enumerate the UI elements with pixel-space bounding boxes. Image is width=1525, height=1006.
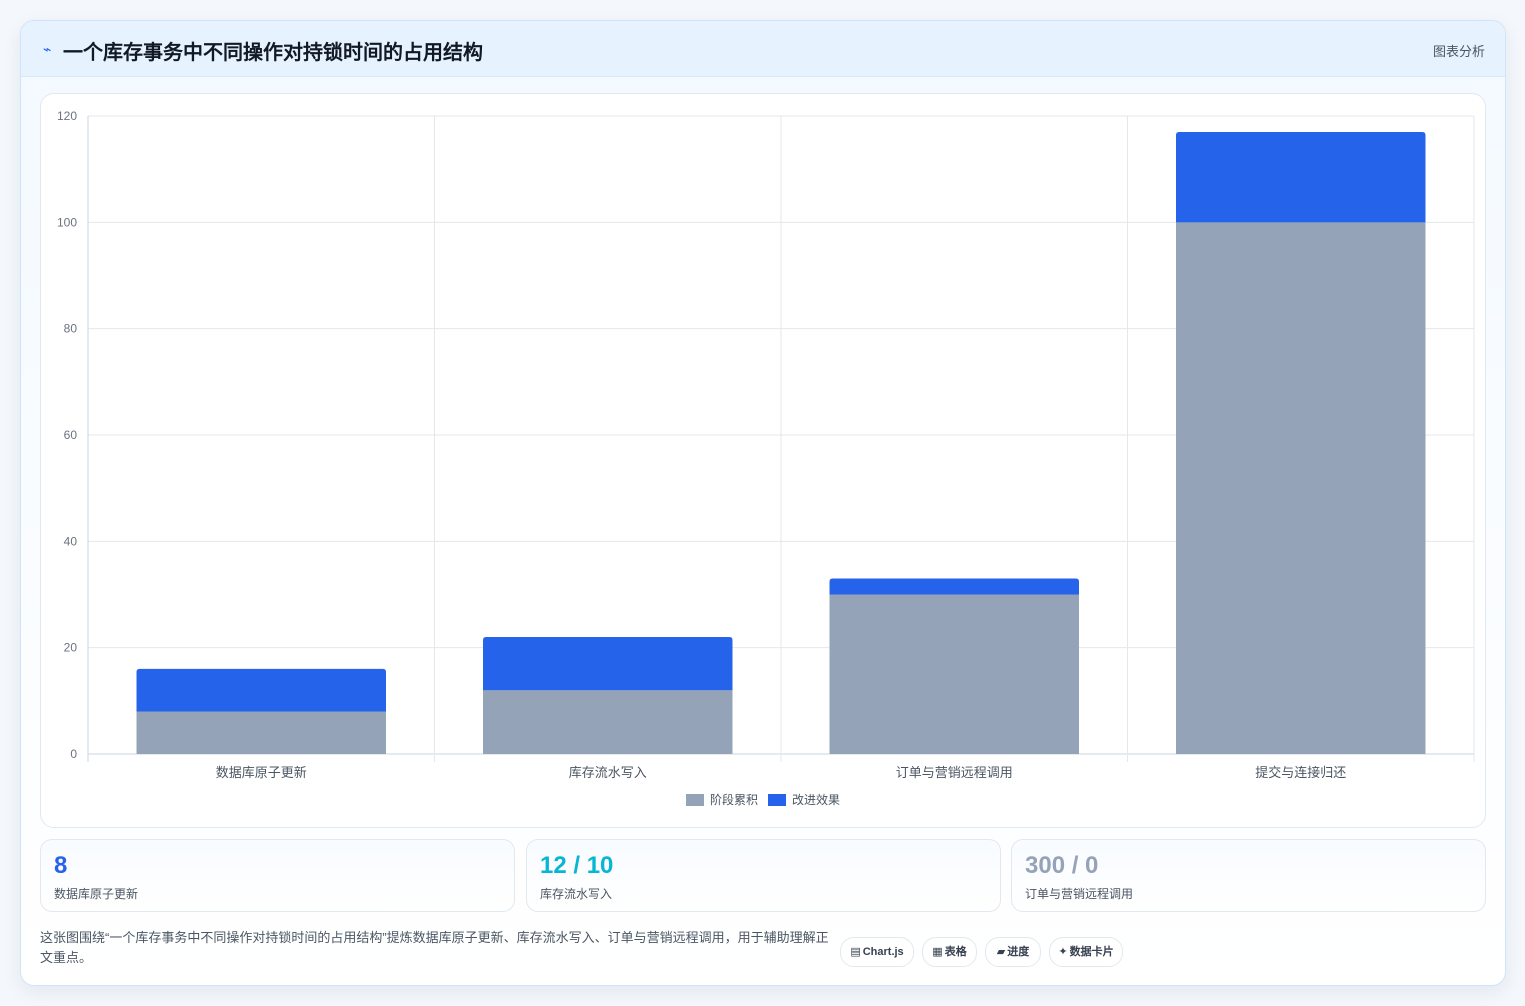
card-header: ⌁ 一个库存事务中不同操作对持锁时间的占用结构 图表分析 — [21, 21, 1505, 77]
stat-card-remote-call: 300 / 0 订单与营销远程调用 — [1011, 839, 1486, 912]
chart-title: 一个库存事务中不同操作对持锁时间的占用结构 — [63, 42, 483, 64]
stat-card-inventory-log: 12 / 10 库存流水写入 — [526, 839, 1001, 912]
legend-label: 改进效果 — [792, 792, 840, 807]
chart-description: 这张图围绕“一个库存事务中不同操作对持锁时间的占用结构”提炼数据库原子更新、库存… — [40, 930, 829, 965]
sparkle-icon: ✦ — [1058, 946, 1068, 958]
bolt-icon: ⌁ — [43, 41, 52, 57]
chip-label: 数据卡片 — [1069, 946, 1114, 958]
chart-analysis-tag: 图表分析 — [1432, 44, 1485, 59]
legend-label: 阶段累积 — [710, 792, 758, 807]
bar-segment-2 — [136, 668, 386, 712]
stat-value: 300 / 0 — [1025, 852, 1099, 879]
y-tick-label: 20 — [64, 641, 78, 655]
chip-label: Chart.js — [862, 946, 904, 958]
chip-chartjs[interactable]: ▤ Chart.js — [840, 937, 914, 967]
bar-segment-2 — [829, 578, 1079, 595]
bar-segment-2 — [483, 637, 733, 691]
y-tick-label: 120 — [57, 109, 77, 123]
table-icon: ▦ — [932, 946, 943, 958]
stat-value: 8 — [54, 852, 68, 879]
bar-segment-2 — [1176, 131, 1426, 223]
stat-label: 订单与营销远程调用 — [1025, 887, 1134, 901]
y-tick-label: 0 — [70, 747, 77, 761]
chip-table[interactable]: ▦ 表格 — [922, 937, 977, 967]
stat-label: 库存流水写入 — [540, 887, 613, 901]
x-tick-label: 订单与营销远程调用 — [896, 765, 1013, 780]
chart-area: 0 20 40 60 80 100 120 数据库原子更新 库存流水写入 订单与营销远程调用 提交与… — [40, 93, 1486, 828]
y-tick-label: 60 — [64, 428, 78, 442]
bar-segment-1 — [1176, 222, 1426, 755]
legend-swatch — [686, 794, 704, 806]
x-tick-label: 数据库原子更新 — [216, 765, 307, 780]
chip-progress[interactable]: ▰ 进度 — [985, 937, 1041, 967]
chip-label: 表格 — [944, 946, 967, 958]
y-tick-label: 80 — [64, 322, 78, 336]
y-tick-label: 40 — [64, 534, 78, 548]
x-tick-label: 库存流水写入 — [569, 765, 647, 780]
chip-label: 进度 — [1007, 946, 1030, 958]
stat-label: 数据库原子更新 — [54, 887, 139, 901]
stat-card-atomic-update: 8 数据库原子更新 — [40, 839, 515, 912]
bar-segment-1 — [136, 711, 386, 754]
y-tick-label: 100 — [57, 215, 77, 229]
stacked-bar-chart: 0 20 40 60 80 100 120 数据库原子更新 库存流水写入 订单与营销远程调用 提交与… — [57, 109, 1475, 807]
legend-swatch — [768, 794, 786, 806]
x-tick-label: 提交与连接归还 — [1255, 765, 1346, 780]
bar-segment-1 — [829, 594, 1079, 754]
chart-icon: ▤ — [850, 946, 861, 958]
chip-data-card[interactable]: ✦ 数据卡片 — [1049, 937, 1123, 967]
stat-value: 12 / 10 — [540, 852, 614, 879]
progress-icon: ▰ — [996, 946, 1006, 958]
bar-segment-1 — [483, 690, 733, 754]
chart-card: ⌁ 一个库存事务中不同操作对持锁时间的占用结构 图表分析 0 20 40 60 80 10… — [20, 20, 1506, 986]
